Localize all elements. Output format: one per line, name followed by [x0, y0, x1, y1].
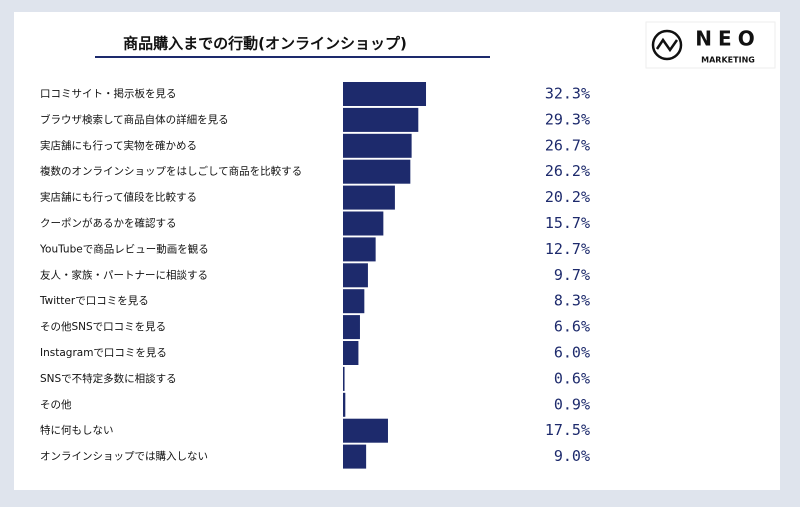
category-label: 口コミサイト・掲示板を見る — [40, 87, 177, 100]
bar — [343, 341, 359, 365]
value-label: 20.2% — [545, 188, 590, 206]
value-label: 6.0% — [554, 344, 590, 362]
value-label: 8.3% — [554, 292, 590, 310]
chart-title: 商品購入までの行動(オンラインショップ) — [123, 35, 407, 53]
value-label: 26.2% — [545, 162, 590, 180]
bar — [343, 444, 367, 469]
bar — [343, 289, 365, 314]
category-label: 特に何もしない — [40, 424, 114, 437]
value-label: 9.7% — [554, 266, 590, 284]
bar — [343, 185, 395, 210]
value-label: 12.7% — [545, 240, 590, 258]
category-label: Instagramで口コミを見る — [40, 347, 167, 359]
category-label: その他 — [40, 398, 72, 411]
category-label: ブラウザ検索して商品自体の詳細を見る — [40, 113, 229, 126]
value-label: 29.3% — [545, 110, 590, 128]
category-label: オンラインショップでは購入しない — [40, 450, 208, 463]
category-label: SNSで不特定多数に相談する — [40, 372, 177, 385]
bar — [343, 366, 345, 391]
bar — [343, 263, 368, 288]
value-label: 6.6% — [554, 318, 590, 336]
value-label: 0.6% — [554, 369, 590, 387]
category-label: その他SNSで口コミを見る — [40, 320, 166, 333]
bar — [343, 392, 346, 417]
value-label: 0.9% — [554, 395, 590, 413]
bar — [343, 107, 419, 132]
category-label: Twitterで口コミを見る — [39, 295, 149, 307]
value-label: 9.0% — [554, 447, 590, 465]
bar — [343, 418, 388, 443]
category-label: YouTubeで商品レビュー動画を観る — [39, 242, 209, 255]
logo-zigzag — [655, 37, 679, 53]
category-label: 実店舗にも行って値段を比較する — [40, 191, 197, 204]
value-label: 32.3% — [545, 85, 590, 103]
category-label: 複数のオンラインショップをはしごして商品を比較する — [40, 165, 302, 178]
bar — [343, 159, 411, 184]
bar — [343, 237, 376, 262]
category-label: 実店舗にも行って実物を確かめる — [40, 139, 197, 152]
bar — [343, 82, 427, 106]
value-label: 17.5% — [545, 421, 590, 439]
logo-name: NEO — [695, 27, 760, 51]
value-label: 15.7% — [545, 214, 590, 232]
logo: NEO MARKETING — [645, 21, 776, 69]
bar — [343, 211, 384, 236]
logo-tagline: MARKETING — [701, 56, 755, 65]
category-label: 友人・家族・パートナーに相談する — [40, 268, 208, 281]
category-label: クーポンがあるかを確認する — [40, 217, 177, 230]
logo-icon — [651, 29, 683, 61]
bar — [343, 315, 360, 340]
value-label: 26.7% — [545, 136, 590, 154]
bar — [343, 133, 412, 158]
